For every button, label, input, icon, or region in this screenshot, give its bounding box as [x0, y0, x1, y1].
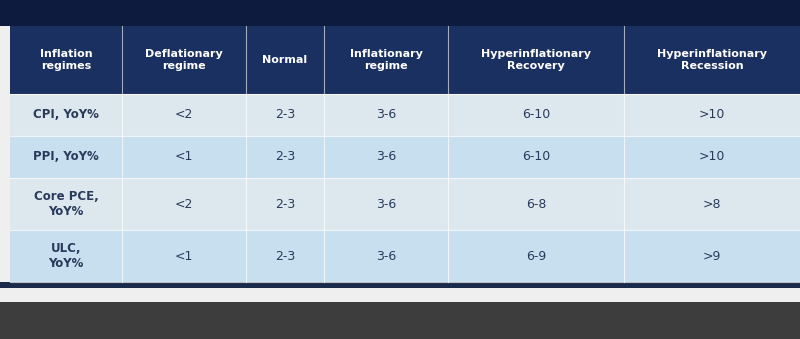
Text: >9: >9 — [703, 250, 721, 262]
Text: <1: <1 — [175, 151, 193, 163]
Text: 2-3: 2-3 — [275, 198, 295, 211]
Text: >10: >10 — [699, 151, 725, 163]
Bar — [0, 302, 800, 339]
Bar — [0, 0, 800, 26]
Text: PPI, YoY%: PPI, YoY% — [33, 151, 99, 163]
Text: Core PCE,
YoY%: Core PCE, YoY% — [34, 190, 98, 218]
Text: ULC,
YoY%: ULC, YoY% — [48, 242, 84, 270]
Bar — [10, 136, 800, 178]
Text: <1: <1 — [175, 250, 193, 262]
Text: 6-10: 6-10 — [522, 151, 550, 163]
Text: Hyperinflationary
Recession: Hyperinflationary Recession — [657, 49, 767, 71]
Text: 2-3: 2-3 — [275, 108, 295, 121]
Text: Hyperinflationary
Recovery: Hyperinflationary Recovery — [481, 49, 591, 71]
Text: Normal: Normal — [262, 55, 307, 65]
Text: 3-6: 3-6 — [376, 151, 396, 163]
Text: <2: <2 — [175, 198, 193, 211]
Text: >10: >10 — [699, 108, 725, 121]
Bar — [0, 282, 800, 288]
Text: >8: >8 — [702, 198, 722, 211]
Text: 6-9: 6-9 — [526, 250, 546, 262]
Text: <2: <2 — [175, 108, 193, 121]
Text: 3-6: 3-6 — [376, 108, 396, 121]
Text: 6-10: 6-10 — [522, 108, 550, 121]
Text: 2-3: 2-3 — [275, 250, 295, 262]
Text: 2-3: 2-3 — [275, 151, 295, 163]
Bar — [10, 178, 800, 230]
Bar — [10, 230, 800, 282]
Text: CPI, YoY%: CPI, YoY% — [33, 108, 99, 121]
Bar — [10, 94, 800, 136]
Text: Inflation
regimes: Inflation regimes — [40, 49, 92, 71]
Text: 6-8: 6-8 — [526, 198, 546, 211]
Text: 3-6: 3-6 — [376, 198, 396, 211]
Text: Deflationary
regime: Deflationary regime — [145, 49, 223, 71]
Bar — [10, 26, 800, 94]
Text: Inflationary
regime: Inflationary regime — [350, 49, 422, 71]
Text: 3-6: 3-6 — [376, 250, 396, 262]
